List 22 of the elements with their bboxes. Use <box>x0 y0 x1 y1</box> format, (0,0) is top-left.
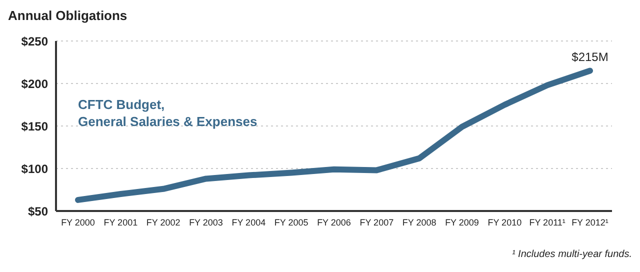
x-tick-label: FY 2007 <box>360 217 394 228</box>
x-tick-label: FY 2006 <box>317 217 351 228</box>
x-tick-label: FY 2004 <box>232 217 266 228</box>
y-tick-label: $100 <box>21 162 48 176</box>
text: CFTC Budget, General Salaries & Expenses <box>78 97 258 129</box>
y-tick-label: $50 <box>28 204 48 218</box>
y-tick-label: $250 <box>21 34 48 48</box>
x-tick-label: FY 2008 <box>402 217 436 228</box>
x-tick-label: FY 2009 <box>445 217 479 228</box>
chart-title: Annual Obligations <box>8 8 128 23</box>
x-tick-label: FY 2003 <box>189 217 223 228</box>
x-tick-label: FY 2001 <box>104 217 138 228</box>
x-tick-label: FY 2011¹ <box>529 217 566 228</box>
x-tick-label: FY 2010 <box>488 217 522 228</box>
y-tick-label: $150 <box>21 119 48 134</box>
x-tick-label: FY 2012¹ <box>572 217 608 228</box>
annotation: $215M <box>572 50 608 64</box>
text: ¹ Includes multi-year funds. <box>510 249 632 260</box>
y-tick-label: $200 <box>21 76 48 91</box>
x-tick-label: FY 2002 <box>146 217 180 228</box>
x-tick-label: FY 2000 <box>61 217 95 228</box>
x-tick-label: FY 2005 <box>274 217 308 228</box>
